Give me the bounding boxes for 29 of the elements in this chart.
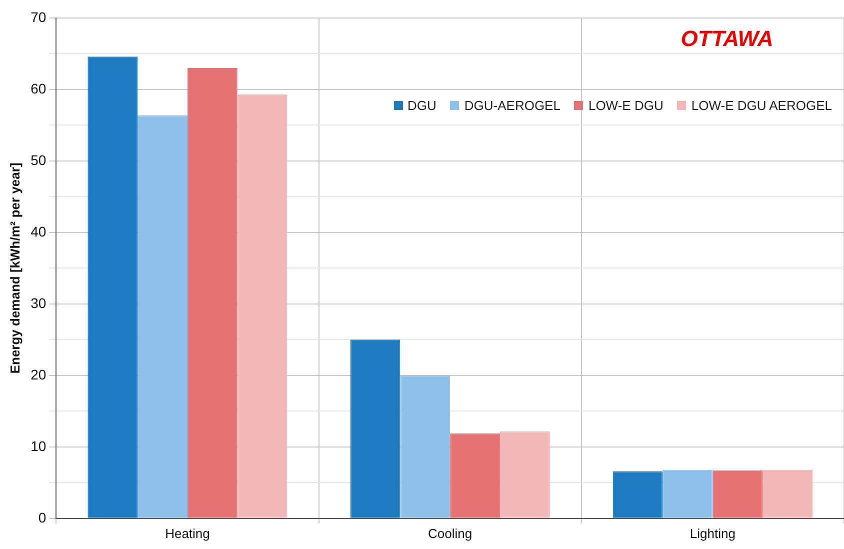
- x-tick-label: Cooling: [428, 526, 472, 541]
- bar: [762, 470, 812, 518]
- bar: [350, 340, 400, 518]
- bar: [88, 56, 138, 518]
- bar: [500, 431, 550, 518]
- legend-label: LOW-E DGU: [588, 98, 664, 113]
- x-tick-label: Heating: [165, 526, 210, 541]
- y-tick-label: 70: [30, 8, 46, 25]
- legend-label: LOW-E DGU AEROGEL: [691, 98, 832, 113]
- y-tick-label: 0: [38, 509, 46, 526]
- bar: [712, 470, 763, 518]
- y-tick-label: 10: [30, 438, 46, 454]
- y-tick-label: 40: [30, 223, 46, 240]
- y-axis-title: Energy demand [kWh/m² per year]: [7, 162, 22, 374]
- bar: [237, 94, 288, 518]
- bar: [662, 470, 713, 518]
- bar: [138, 115, 188, 518]
- y-tick-label: 50: [30, 152, 46, 168]
- x-tick-label: Lighting: [690, 526, 736, 541]
- legend-label: DGU: [408, 98, 436, 113]
- legend-label: DGU-AEROGEL: [464, 98, 560, 113]
- y-tick-label: 20: [30, 366, 46, 382]
- bar: [400, 375, 450, 518]
- chart-title: OTTAWA: [680, 26, 774, 52]
- bar: [612, 471, 663, 518]
- bar: [187, 68, 238, 518]
- y-tick-label: 60: [30, 80, 46, 96]
- bar: [450, 433, 500, 518]
- y-tick-label: 30: [30, 294, 46, 311]
